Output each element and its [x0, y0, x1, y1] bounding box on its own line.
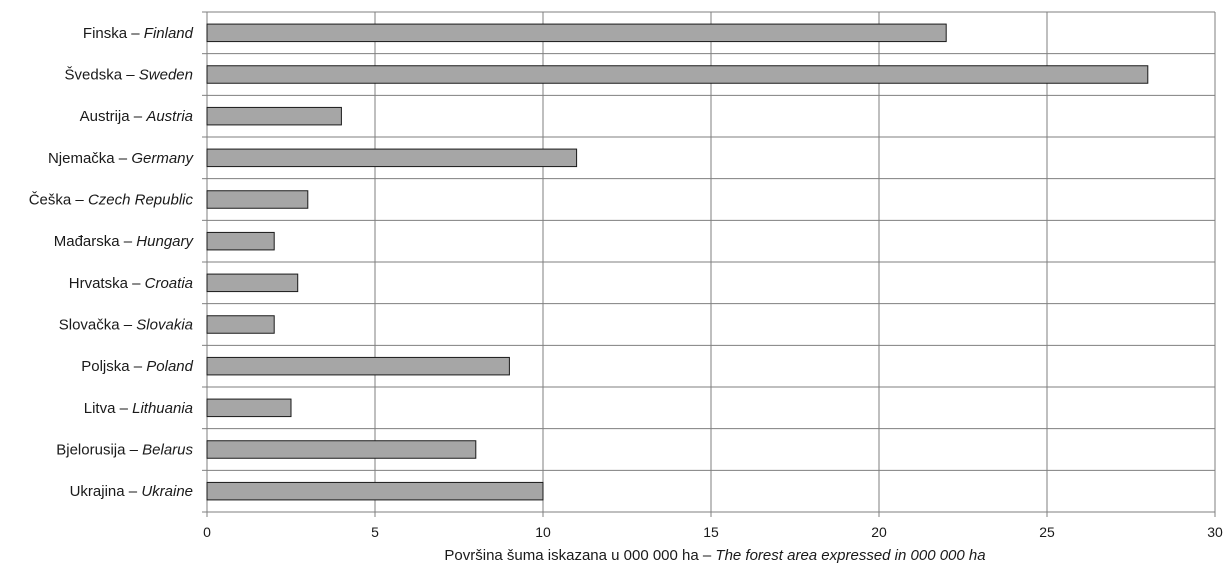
gridlines [202, 11, 1216, 517]
category-label-english: Hungary [136, 233, 194, 250]
category-label: Hrvatska – Croatia [69, 275, 193, 292]
category-label: Švedska – Sweden [65, 67, 193, 84]
category-label-separator: – [120, 233, 137, 250]
bar-belarus [206, 440, 477, 459]
category-label-separator: – [115, 400, 132, 417]
x-tick-label: 15 [703, 524, 719, 540]
category-label-english: Belarus [142, 442, 193, 459]
category-label: Poljska – Poland [81, 358, 193, 375]
category-label-separator: – [127, 25, 144, 42]
category-label-english: Germany [131, 150, 194, 167]
bar-slovakia [206, 315, 275, 334]
x-tick-label: 30 [1207, 524, 1223, 540]
category-label-separator: – [125, 442, 142, 459]
category-label: Austrija – Austria [80, 108, 193, 125]
category-label-local: Mađarska [54, 233, 121, 250]
x-axis-title: Površina šuma iskazana u 000 000 ha – Th… [444, 547, 985, 564]
category-label: Finska – Finland [83, 25, 194, 42]
category-label-separator: – [71, 192, 88, 209]
category-label-separator: – [120, 317, 137, 334]
category-label-local: Njemačka [48, 150, 115, 167]
category-label-local: Austrija [80, 108, 131, 125]
category-label: Češka – Czech Republic [29, 192, 194, 209]
category-label-english: Austria [145, 108, 193, 125]
category-label-local: Ukrajina [70, 483, 126, 500]
category-label-english: Lithuania [132, 400, 193, 417]
category-label-english: Poland [146, 358, 193, 375]
category-label-local: Švedska [65, 67, 123, 84]
bar-croatia [206, 273, 299, 293]
category-label: Litva – Lithuania [84, 400, 193, 417]
bar-poland [206, 356, 510, 376]
category-label-local: Finska [83, 25, 128, 42]
category-label-english: Slovakia [136, 317, 193, 334]
x-tick-labels: 0 5 10 15 20 25 30 [203, 524, 1223, 540]
category-label: Njemačka – Germany [48, 150, 195, 167]
category-label-separator: – [128, 275, 145, 292]
category-labels: Finska – Finland Švedska – Sweden Austrija… [29, 25, 195, 500]
x-tick-label: 10 [535, 524, 551, 540]
category-label-english: Finland [144, 25, 194, 42]
category-label: Ukrajina – Ukraine [70, 483, 193, 500]
category-label-separator: – [130, 108, 147, 125]
bars [206, 23, 1149, 501]
category-label: Mađarska – Hungary [54, 233, 195, 250]
bar-sweden [206, 65, 1149, 84]
x-tick-label: 20 [871, 524, 887, 540]
category-label-separator: – [122, 67, 139, 84]
bar-finland [206, 23, 947, 43]
category-label-local: Litva [84, 400, 116, 417]
category-label-local: Poljska [81, 358, 130, 375]
category-label: Bjelorusija – Belarus [56, 442, 193, 459]
category-label-english: Croatia [145, 275, 193, 292]
bar-lithuania [206, 398, 292, 418]
bar-hungary [206, 231, 275, 251]
x-axis-title-local: Površina šuma iskazana u 000 000 ha [444, 547, 699, 564]
bar-austria [206, 106, 342, 126]
category-label-english: Ukraine [141, 483, 193, 500]
category-label-local: Češka [29, 192, 72, 209]
category-label-separator: – [125, 483, 142, 500]
category-label-separator: – [130, 358, 147, 375]
bar-ukraine [206, 481, 544, 501]
x-tick-label: 25 [1039, 524, 1055, 540]
category-label-english: Sweden [139, 67, 193, 84]
category-label-separator: – [115, 150, 132, 167]
category-label-local: Hrvatska [69, 275, 129, 292]
category-label-local: Slovačka [59, 317, 121, 334]
x-axis-title-english: The forest area expressed in 000 000 ha [715, 547, 985, 564]
category-label-local: Bjelorusija [56, 442, 126, 459]
bar-czech-republic [206, 190, 309, 209]
x-tick-label: 5 [371, 524, 379, 540]
bar-germany [206, 148, 578, 168]
category-label-english: Czech Republic [88, 192, 194, 209]
x-tick-label: 0 [203, 524, 211, 540]
category-label: Slovačka – Slovakia [59, 317, 193, 334]
x-axis-title-separator: – [699, 547, 716, 564]
